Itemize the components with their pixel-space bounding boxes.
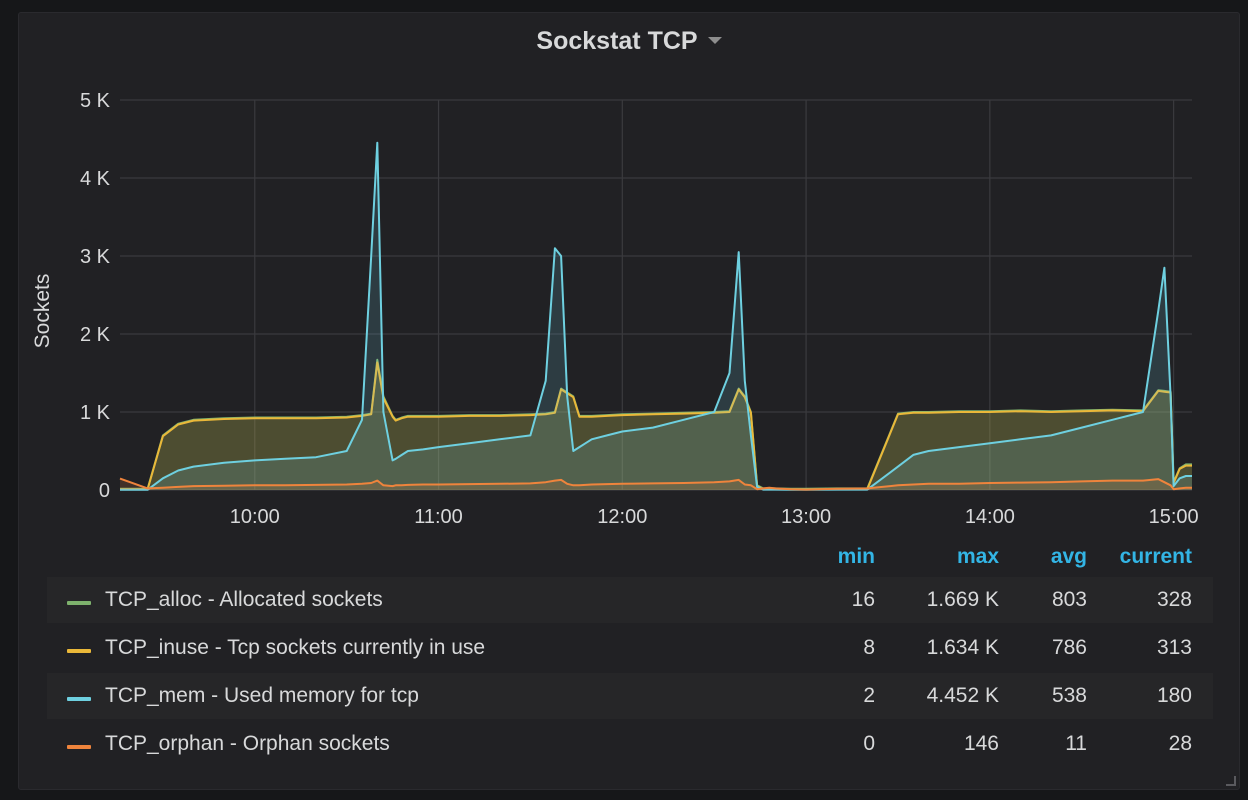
x-tick-label: 14:00 [965,506,1015,528]
legend-row[interactable]: TCP_inuse - Tcp sockets currently in use… [47,625,1213,671]
legend-color-swatch[interactable] [67,697,91,701]
legend-value-current: 328 [1156,588,1192,611]
series-line-3 [119,477,1192,491]
x-tick-label: 15:00 [1149,506,1199,528]
legend-series-name[interactable]: TCP_inuse - Tcp sockets currently in use [105,636,486,659]
y-axis-title: Sockets [31,273,54,349]
legend-header-current[interactable]: current [1119,545,1192,568]
y-tick-label: 2 K [80,324,111,346]
legend-value-max: 146 [963,732,999,755]
legend-header-min[interactable]: min [837,545,875,568]
series-line-2 [120,141,1192,491]
y-tick-label: 0 [99,480,110,502]
legend-value-min: 0 [863,732,875,755]
legend-value-min: 16 [851,588,875,611]
y-tick-label: 1 K [80,402,111,424]
legend-row[interactable]: TCP_mem - Used memory for tcp 2 4.452 K 538… [47,673,1213,719]
legend-value-avg: 803 [1051,588,1087,611]
legend-value-max: 1.634 K [926,636,999,659]
legend-value-current: 313 [1156,636,1192,659]
x-tick-label: 10:00 [230,506,280,528]
legend-row[interactable]: TCP_orphan - Orphan sockets 0 146 11 28 [47,721,1213,767]
x-tick-label: 13:00 [781,506,831,528]
legend-color-swatch[interactable] [67,601,91,605]
y-tick-label: 4 K [80,168,111,190]
chevron-down-icon [707,36,722,44]
legend-value-max: 1.669 K [926,588,999,611]
y-tick-label: 3 K [80,246,111,268]
resize-handle[interactable] [1226,776,1236,786]
legend-series-name[interactable]: TCP_orphan - Orphan sockets [105,732,390,755]
x-tick-label: 11:00 [414,506,463,528]
legend-color-swatch[interactable] [67,649,91,653]
y-tick-label: 5 K [80,90,111,112]
series-area-0 [120,359,1192,490]
x-tick-label: 12:00 [597,506,647,528]
legend-value-max: 4.452 K [926,684,999,707]
legend-series-name[interactable]: TCP_mem - Used memory for tcp [105,684,419,707]
panel-title-menu[interactable]: Sockstat TCP [19,27,1239,56]
legend-value-avg: 11 [1065,732,1087,755]
legend-row[interactable]: TCP_alloc - Allocated sockets 16 1.669 K 80… [47,577,1213,623]
legend-header-avg[interactable]: avg [1050,545,1087,568]
legend-value-current: 28 [1168,732,1192,755]
legend-value-current: 180 [1156,684,1192,707]
legend-value-min: 2 [863,684,875,707]
series-line-1 [120,361,1192,491]
graph-panel: Sockstat TCP 0 1 K 2 K 3 K 4 K 5 K 10:00 11:00 1… [18,12,1240,790]
series-area-2 [120,142,1192,490]
legend-series-name[interactable]: TCP_alloc - Allocated sockets [105,588,383,611]
legend-value-avg: 538 [1051,684,1087,707]
legend-color-swatch[interactable] [67,745,91,749]
legend-header-max[interactable]: max [956,545,999,568]
chart-svg[interactable]: 0 1 K 2 K 3 K 4 K 5 K 10:00 11:00 12:00 13:00 14:0… [19,13,1239,543]
panel-title: Sockstat TCP [536,27,698,55]
legend-value-min: 8 [863,636,875,659]
legend-value-avg: 786 [1051,636,1087,659]
